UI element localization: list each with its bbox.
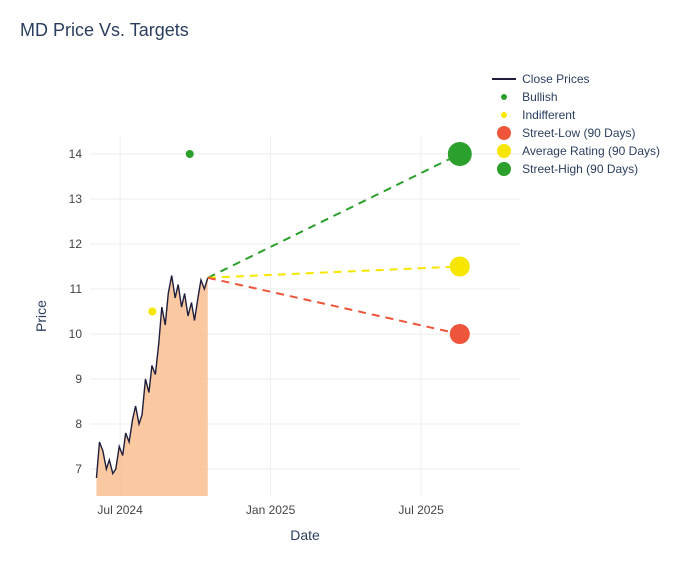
y-tick-label: 13 (69, 192, 83, 206)
legend-item-bullish[interactable]: Bullish (492, 88, 660, 106)
bullish-point (186, 150, 194, 158)
y-tick-label: 12 (69, 237, 83, 251)
y-tick-label: 8 (75, 417, 82, 431)
legend-item-avg[interactable]: Average Rating (90 Days) (492, 142, 660, 160)
y-tick-label: 10 (69, 327, 83, 341)
legend-item-indifferent[interactable]: Indifferent (492, 106, 660, 124)
y-tick-label: 9 (75, 372, 82, 386)
chart-plot-area: 7 8 9 10 11 12 13 14 Jul 2024 Jan 2025 Jul 2025 Pri… (20, 71, 530, 556)
legend-label: Close Prices (522, 72, 589, 86)
legend-label: Average Rating (90 Days) (522, 144, 660, 158)
x-axis-label: Date (290, 527, 320, 543)
legend-swatch (497, 144, 511, 158)
legend-label: Street-Low (90 Days) (522, 126, 635, 140)
legend-label: Bullish (522, 90, 557, 104)
legend-label: Indifferent (522, 108, 575, 122)
average-rating-marker (450, 257, 470, 277)
legend-swatch (497, 162, 511, 176)
legend-label: Street-High (90 Days) (522, 162, 638, 176)
legend-item-high[interactable]: Street-High (90 Days) (492, 160, 660, 178)
y-axis-label: Price (33, 300, 49, 332)
x-tick-label: Jul 2025 (398, 503, 444, 517)
legend-swatch (501, 112, 507, 118)
x-tick-label: Jul 2024 (97, 503, 143, 517)
legend-item-close[interactable]: Close Prices (492, 70, 660, 88)
legend-swatch (497, 126, 511, 140)
chart-title: MD Price Vs. Targets (20, 20, 700, 41)
chart-legend: Close Prices Bullish Indifferent Street-Low… (492, 70, 660, 178)
street-low-marker (450, 324, 470, 344)
price-targets-chart: MD Price Vs. Targets 7891011121314Jul 20… (0, 0, 700, 500)
legend-swatch (501, 94, 507, 100)
legend-swatch (492, 78, 516, 80)
y-tick-label: 14 (69, 147, 83, 161)
y-tick-label: 7 (75, 462, 82, 476)
legend-item-low[interactable]: Street-Low (90 Days) (492, 124, 660, 142)
x-tick-label: Jan 2025 (246, 503, 296, 517)
street-high-marker (448, 142, 472, 166)
y-tick-label: 11 (70, 282, 83, 296)
indifferent-point (148, 308, 156, 316)
